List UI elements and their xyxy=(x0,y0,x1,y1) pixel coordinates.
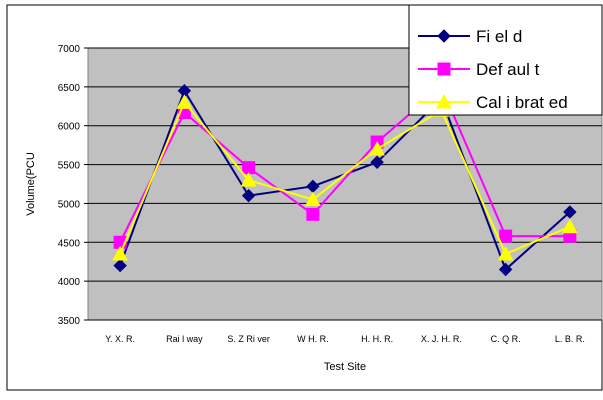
data-point xyxy=(497,245,514,261)
data-point xyxy=(241,188,256,203)
data-point xyxy=(498,262,513,277)
data-point xyxy=(113,258,127,273)
legend-item: Def aul t xyxy=(418,60,540,79)
data-point xyxy=(240,172,257,187)
x-axis-ticks: Y. X. R. Rai l way S. Z Ri ver W H. R. H. H.… xyxy=(105,334,585,344)
data-point xyxy=(370,155,384,169)
data-point xyxy=(499,229,513,243)
y-axis-ticks: 3500 4000 4500 5000 5500 6000 6500 7000 xyxy=(58,44,88,327)
legend-box xyxy=(408,4,603,116)
y-tick-label: 3500 xyxy=(58,316,81,327)
data-point xyxy=(176,94,193,109)
y-axis-label: Volume(PCU xyxy=(25,152,37,216)
legend-item: Cal i brat ed xyxy=(418,93,568,112)
x-tick-label: Rai l way xyxy=(166,334,203,344)
x-tick-label: X. J. H. R. xyxy=(421,334,462,344)
legend: Fi el d Def aul t Cal i brat ed xyxy=(408,4,603,116)
y-tick-label: 5500 xyxy=(58,161,81,172)
x-tick-label: S. Z Ri ver xyxy=(227,334,270,344)
legend-label: Cal i brat ed xyxy=(476,93,568,112)
y-tick-label: 5000 xyxy=(58,199,81,210)
x-tick-label: Y. X. R. xyxy=(105,334,135,344)
data-point xyxy=(306,207,320,221)
legend-marker xyxy=(436,93,452,109)
x-tick-label: L. B. R. xyxy=(555,334,585,344)
data-point xyxy=(562,218,578,234)
y-tick-label: 7000 xyxy=(58,44,81,55)
data-point xyxy=(242,161,256,175)
x-tick-label: W H. R. xyxy=(297,334,329,344)
y-tick-label: 4000 xyxy=(58,277,81,288)
y-tick-label: 6000 xyxy=(58,122,81,133)
legend-marker xyxy=(437,62,451,76)
data-point xyxy=(305,191,321,207)
y-tick-label: 6500 xyxy=(58,83,81,94)
legend-label: Fi el d xyxy=(476,27,522,46)
data-point xyxy=(563,205,577,219)
y-tick-label: 4500 xyxy=(58,238,81,249)
legend-item: Fi el d xyxy=(418,27,522,46)
series-line xyxy=(119,85,570,243)
series-layer xyxy=(112,80,578,277)
x-tick-label: C. Q R. xyxy=(491,334,521,344)
legend-marker xyxy=(437,29,451,43)
legend-label: Def aul t xyxy=(476,60,540,79)
x-axis-label: Test Site xyxy=(324,361,366,373)
x-tick-label: H. H. R. xyxy=(361,334,393,344)
series-line xyxy=(119,100,571,256)
data-point xyxy=(112,245,128,261)
data-point xyxy=(369,140,385,156)
